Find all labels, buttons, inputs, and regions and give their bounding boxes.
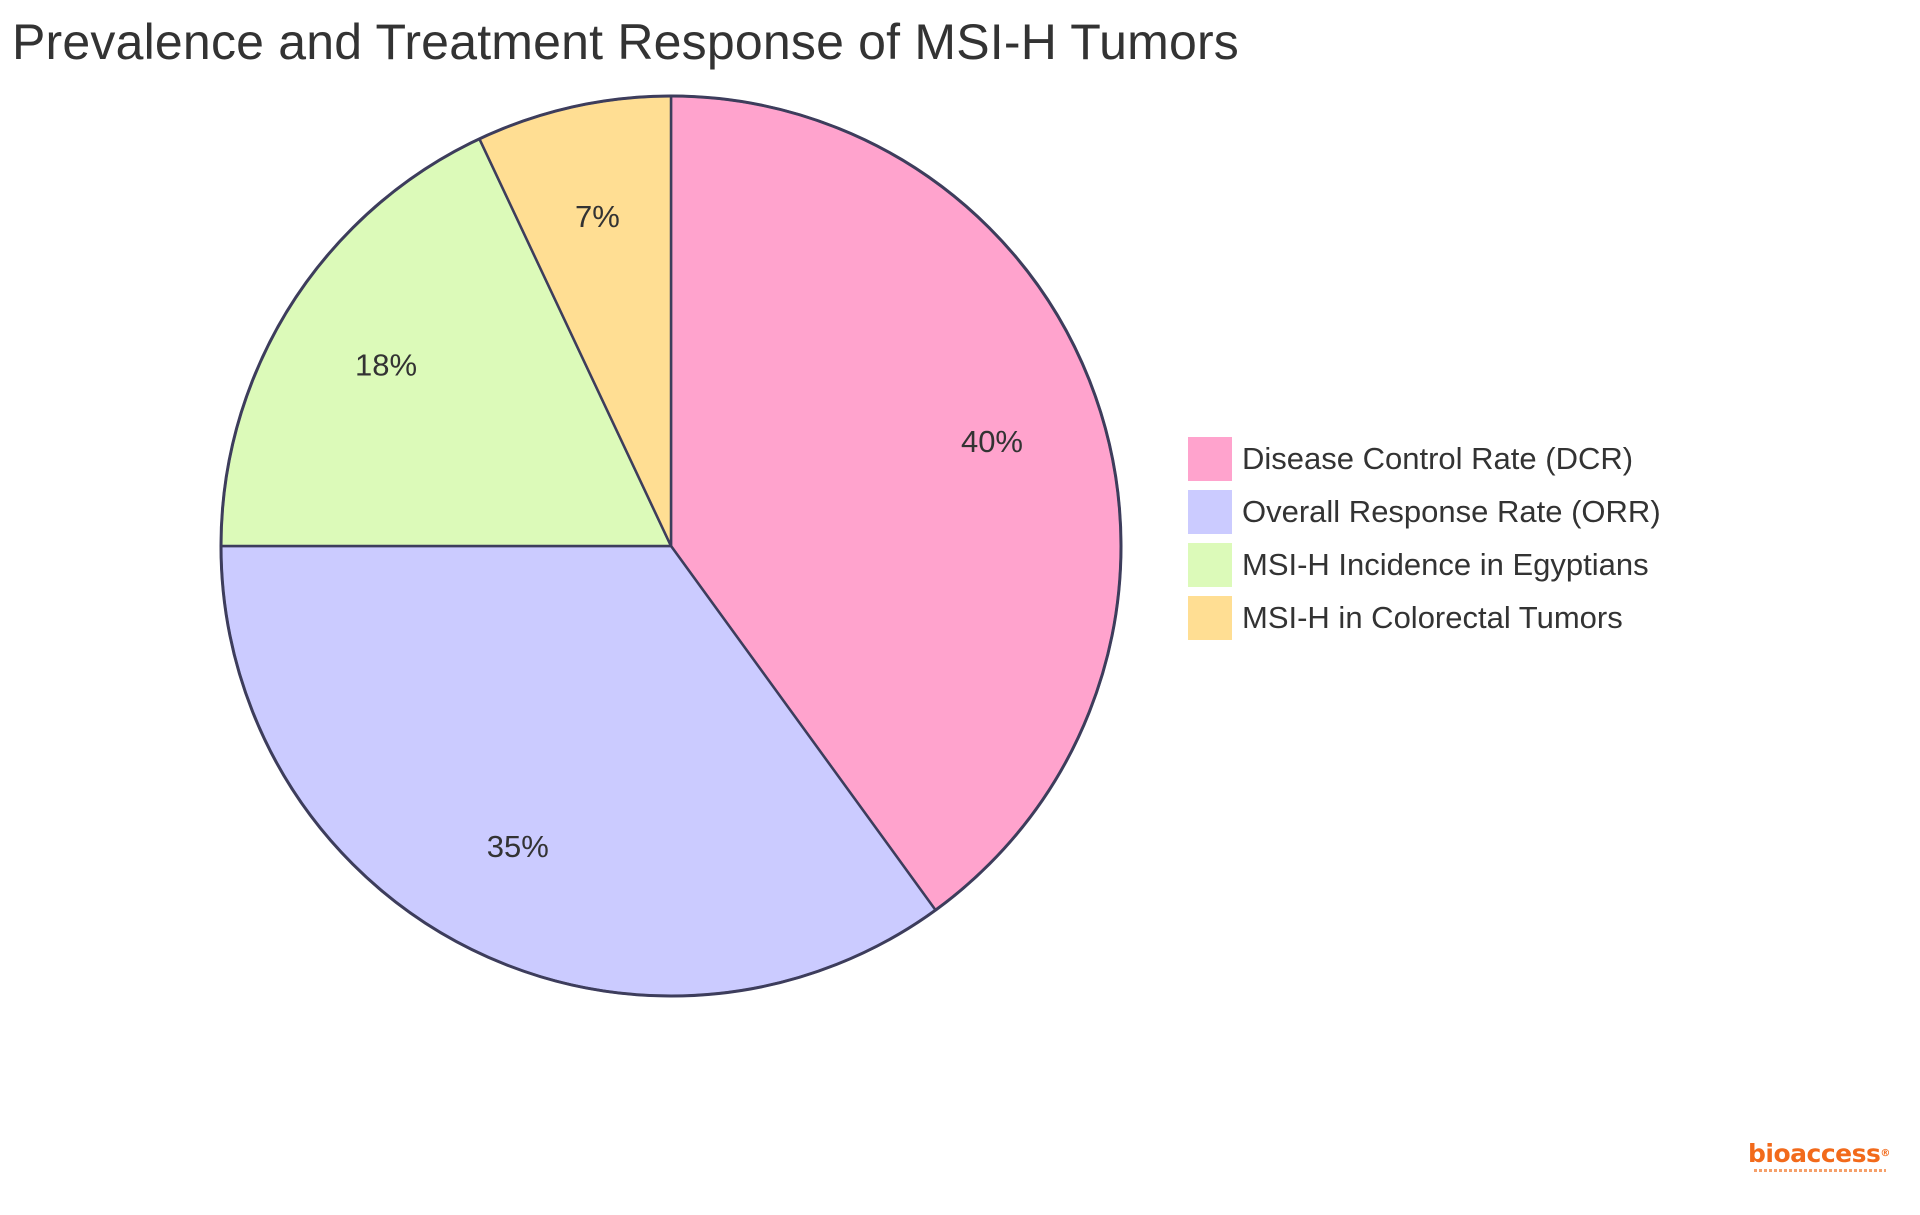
pie-outline bbox=[219, 94, 1123, 998]
brand-reg: ® bbox=[1880, 1148, 1890, 1159]
brand-tagline bbox=[1754, 1169, 1886, 1172]
legend-item-disease-control-rate-dcr: Disease Control Rate (DCR) bbox=[1188, 432, 1661, 485]
legend-swatch bbox=[1188, 436, 1232, 481]
chart-title: Prevalence and Treatment Response of MSI… bbox=[12, 14, 1240, 70]
legend: Disease Control Rate (DCR) Overall Respon… bbox=[1188, 432, 1661, 644]
legend-label: Disease Control Rate (DCR) bbox=[1242, 440, 1634, 476]
pie-slice-label: 7% bbox=[575, 199, 620, 234]
legend-label: Overall Response Rate (ORR) bbox=[1242, 493, 1661, 529]
legend-swatch bbox=[1188, 489, 1232, 534]
pie-slice-label: 35% bbox=[487, 829, 549, 864]
legend-swatch bbox=[1188, 595, 1232, 640]
legend-label: MSI-H Incidence in Egyptians bbox=[1242, 546, 1649, 582]
legend-label: MSI-H in Colorectal Tumors bbox=[1242, 599, 1623, 635]
brand-name: bioaccess bbox=[1748, 1139, 1881, 1168]
pie-slice-label: 18% bbox=[355, 348, 417, 383]
legend-swatch bbox=[1188, 542, 1232, 587]
pie-slice-label: 40% bbox=[961, 424, 1023, 459]
legend-item-msi-h-in-colorectal-tumors: MSI-H in Colorectal Tumors bbox=[1188, 591, 1661, 644]
legend-item-overall-response-rate-orr: Overall Response Rate (ORR) bbox=[1188, 485, 1661, 538]
legend-item-msi-h-incidence-in-egyptians: MSI-H Incidence in Egyptians bbox=[1188, 538, 1661, 591]
brand-logo: bioaccess® bbox=[1748, 1139, 1890, 1172]
